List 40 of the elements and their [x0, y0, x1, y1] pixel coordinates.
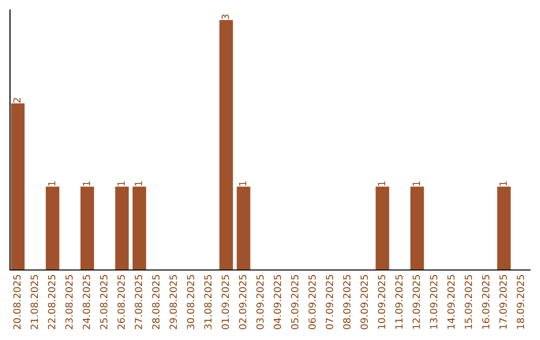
x-tick-label: 30.08.2025 — [186, 275, 194, 330]
x-tick-label: 09.09.2025 — [360, 275, 368, 330]
data-label: 3 — [222, 14, 229, 20]
x-tick-label: 03.09.2025 — [256, 275, 264, 330]
x-tick-label: 27.08.2025 — [134, 275, 142, 330]
data-label: 1 — [500, 181, 507, 186]
data-label: 1 — [118, 181, 125, 186]
x-tick-label: 15.09.2025 — [464, 275, 472, 329]
x-tick-label: 18.09.2025 — [516, 275, 524, 329]
x-tick-label: 14.09.2025 — [447, 275, 455, 329]
data-label: 1 — [134, 181, 142, 186]
data-label: 2 — [13, 98, 20, 103]
x-tick-label: 05.09.2025 — [291, 275, 298, 330]
x-tick-label: 10.09.2025 — [378, 275, 386, 329]
data-label: 1 — [378, 181, 386, 186]
x-tick-label: 11.09.2025 — [395, 275, 403, 329]
data-label: 1 — [239, 181, 246, 186]
x-tick-label: 23.08.2025 — [65, 275, 73, 330]
x-tick-label: 12.09.2025 — [412, 275, 420, 329]
x-tick-label: 06.09.2025 — [308, 275, 316, 330]
x-tick-label: 22.08.2025 — [48, 275, 56, 330]
data-label: 1 — [48, 181, 56, 186]
x-tick-label: 21.08.2025 — [30, 275, 38, 330]
x-tick-label: 01.09.2025 — [222, 275, 229, 330]
x-tick-label: 20.08.2025 — [13, 275, 21, 330]
x-tick-label: 17.09.2025 — [499, 275, 507, 329]
x-tick-label: 29.08.2025 — [170, 275, 177, 330]
data-label: 1 — [82, 181, 90, 186]
data-label: 1 — [412, 181, 420, 186]
x-tick-label: 31.08.2025 — [204, 275, 212, 330]
x-tick-label: 26.08.2025 — [117, 275, 125, 330]
x-tick-label: 08.09.2025 — [343, 275, 351, 330]
x-tick-label: 16.09.2025 — [482, 275, 490, 329]
x-tick-label: 04.09.2025 — [274, 275, 282, 330]
x-tick-label: 07.09.2025 — [326, 275, 334, 330]
x-tick-label: 02.09.2025 — [238, 275, 246, 330]
x-tick-label: 28.08.2025 — [152, 275, 160, 330]
x-tick-label: 25.08.2025 — [100, 275, 108, 330]
x-tick-label: 24.08.2025 — [82, 275, 90, 330]
x-tick-label: 13.09.2025 — [430, 275, 438, 329]
